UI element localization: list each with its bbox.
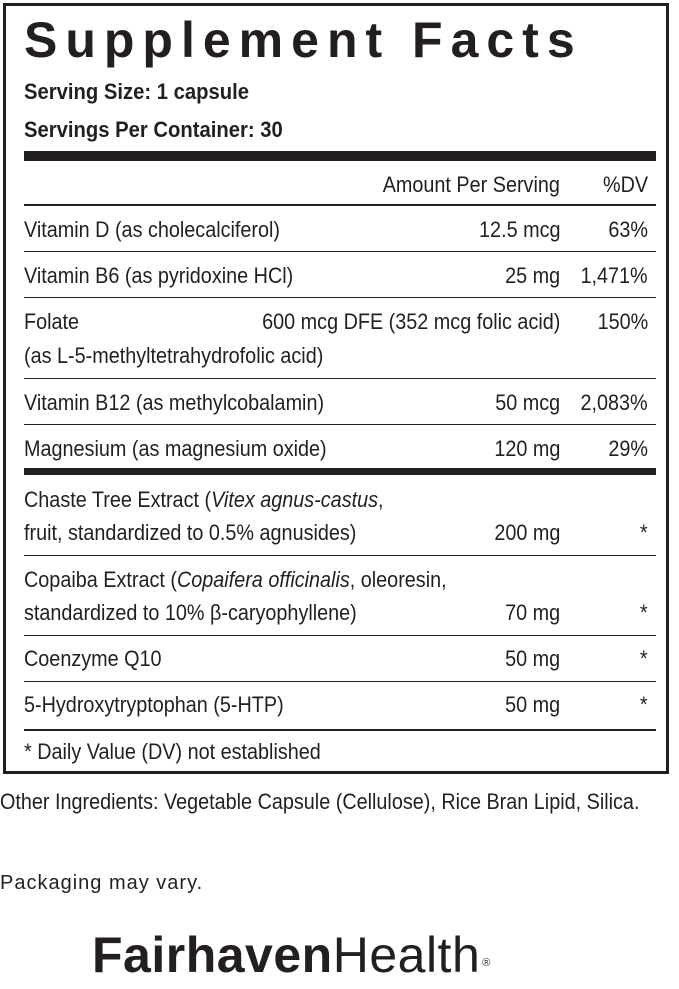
nutrient-name: Vitamin B6 (as pyridoxine HCl): [24, 263, 294, 288]
ingredient-amount: 50 mg: [504, 646, 560, 671]
ingredient-name: 5-Hydroxytryptophan (5-HTP): [24, 692, 284, 717]
thick-divider: [24, 151, 656, 161]
nutrient-amount: 120 mg: [493, 436, 560, 461]
header-dv: %DV: [602, 172, 648, 197]
brand-regular: Health: [332, 927, 481, 983]
servings-per-container: Servings Per Container: 30: [24, 117, 283, 142]
panel-title: Supplement Facts: [24, 12, 583, 68]
ingredient-dv: *: [640, 692, 648, 717]
row-rule: [24, 297, 656, 298]
nutrient-name: Vitamin B12 (as methylcobalamin): [24, 390, 325, 415]
row-rule: [24, 555, 656, 556]
packaging-note: Packaging may vary.: [0, 872, 204, 894]
nutrient-dv: 1,471%: [580, 263, 648, 288]
header-amount: Amount Per Serving: [382, 172, 560, 197]
row-rule: [24, 251, 656, 252]
row-rule: [24, 424, 656, 425]
ingredient-name-suffix: ,: [378, 487, 384, 512]
ingredient-name-line2: fruit, standardized to 0.5% agnusides): [24, 520, 357, 545]
other-ingredients: Other Ingredients: Vegetable Capsule (Ce…: [0, 789, 640, 814]
thick-divider: [24, 468, 656, 475]
nutrient-name: Vitamin D (as cholecalciferol): [24, 217, 281, 242]
footnote: * Daily Value (DV) not established: [24, 739, 321, 764]
nutrient-dv: 63%: [608, 217, 648, 242]
ingredient-dv: *: [640, 646, 648, 671]
brand-bold: Fairhaven: [92, 927, 333, 983]
serving-size: Serving Size: 1 capsule: [24, 79, 249, 104]
ingredient-name: Chaste Tree Extract (Vitex agnus-castus,: [24, 485, 384, 515]
ingredient-name-prefix: Chaste Tree Extract (: [24, 487, 212, 512]
footnote-rule: [24, 729, 656, 731]
nutrient-name-line2: (as L-5-methyltetrahydrofolic acid): [24, 343, 324, 368]
ingredient-amount: 200 mg: [493, 520, 560, 545]
row-rule: [24, 378, 656, 379]
nutrient-amount: 50 mcg: [495, 390, 560, 415]
ingredient-botanical-name: Copaifera officinalis: [176, 567, 350, 592]
ingredient-dv: *: [640, 600, 648, 625]
row-rule: [24, 635, 656, 636]
nutrient-amount: 25 mg: [504, 263, 560, 288]
ingredient-name: Copaiba Extract (Copaifera officinalis, …: [24, 565, 447, 595]
nutrient-name: Magnesium (as magnesium oxide): [24, 436, 327, 461]
nutrient-dv: 29%: [608, 436, 648, 461]
nutrient-dv: 2,083%: [580, 390, 648, 415]
nutrient-name: Folate: [24, 309, 80, 334]
ingredient-dv: *: [640, 520, 648, 545]
brand-logo: FairhavenHealth ®: [92, 927, 491, 983]
header-rule: [24, 204, 656, 206]
supplement-facts-panel: Supplement Facts Serving Size: 1 capsule…: [3, 3, 669, 774]
ingredient-amount: 50 mg: [504, 692, 560, 717]
registered-mark: ®: [482, 957, 491, 969]
ingredient-amount: 70 mg: [504, 600, 560, 625]
ingredient-name-prefix: Copaiba Extract (: [24, 567, 177, 592]
ingredient-name: Coenzyme Q10: [24, 646, 162, 671]
ingredient-name-suffix: , oleoresin,: [349, 567, 447, 592]
nutrient-dv: 150%: [597, 309, 648, 334]
nutrient-amount: 600 mcg DFE (352 mcg folic acid): [261, 309, 560, 334]
ingredient-botanical-name: Vitex agnus-castus: [211, 487, 379, 512]
row-rule: [24, 681, 656, 682]
ingredient-name-line2: standardized to 10% β-caryophyllene): [24, 600, 357, 625]
nutrient-amount: 12.5 mcg: [478, 217, 560, 242]
